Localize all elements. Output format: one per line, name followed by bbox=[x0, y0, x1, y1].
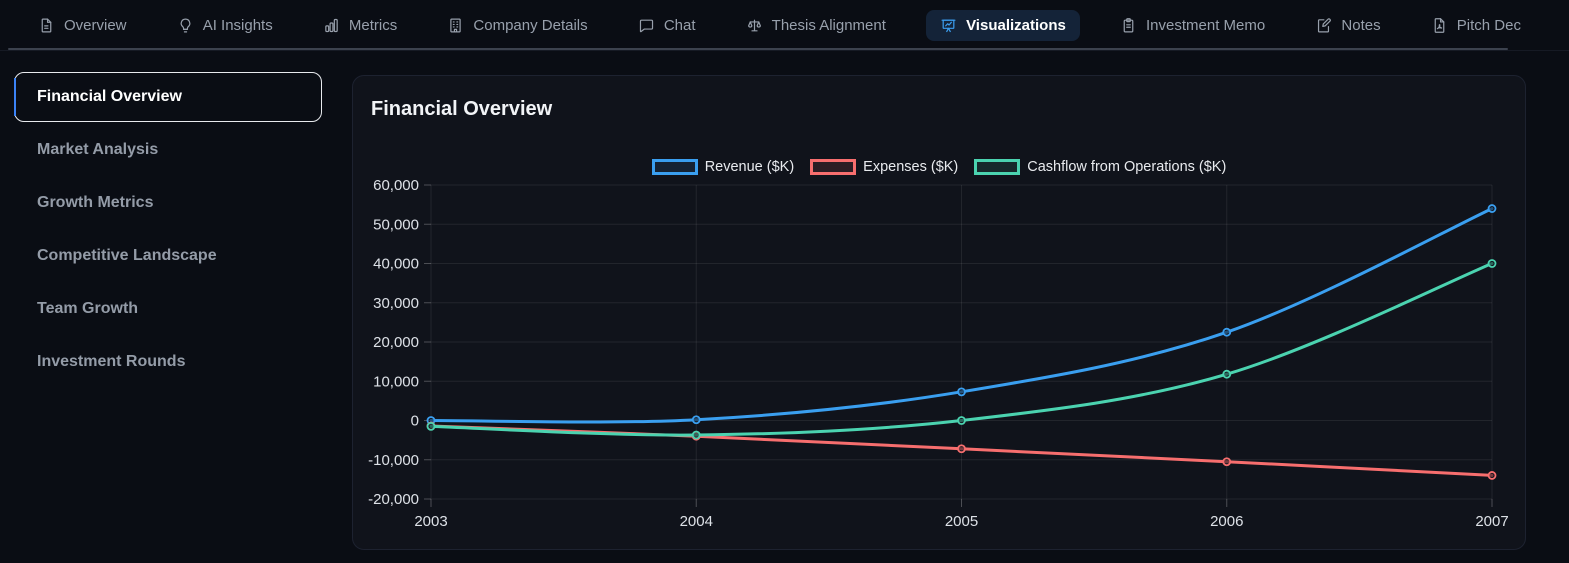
svg-text:20,000: 20,000 bbox=[373, 334, 419, 351]
data-point bbox=[691, 415, 701, 425]
tab-chat[interactable]: Chat bbox=[628, 10, 706, 41]
legend-item-expenses-k[interactable]: Expenses ($K) bbox=[810, 159, 958, 175]
legend-label: Revenue ($K) bbox=[704, 159, 795, 175]
lightbulb-icon bbox=[177, 17, 194, 34]
tab-label: Chat bbox=[663, 16, 696, 34]
sidebar-item-label: Investment Rounds bbox=[37, 353, 186, 370]
clipboard-icon bbox=[1120, 17, 1137, 34]
data-point bbox=[1222, 369, 1232, 379]
data-point bbox=[1487, 204, 1497, 213]
sidebar-item-label: Market Analysis bbox=[37, 141, 159, 158]
tab-visualizations[interactable]: Visualizations bbox=[926, 9, 1080, 41]
presentation-chart-icon bbox=[940, 17, 957, 34]
data-point bbox=[1222, 327, 1232, 337]
svg-text:-20,000: -20,000 bbox=[368, 491, 419, 508]
tab-label: Overview bbox=[64, 16, 127, 34]
tab-label: Investment Memo bbox=[1146, 16, 1266, 34]
scales-icon bbox=[746, 17, 763, 34]
tab-label: Notes bbox=[1341, 16, 1381, 34]
tab-ai-insights[interactable]: AI Insights bbox=[167, 10, 283, 41]
nav-scrollbar[interactable] bbox=[8, 48, 1508, 50]
sidebar-item-label: Competitive Landscape bbox=[37, 247, 217, 264]
svg-text:60,000: 60,000 bbox=[373, 177, 419, 194]
tab-label: Metrics bbox=[348, 16, 398, 34]
svg-text:40,000: 40,000 bbox=[373, 256, 419, 273]
sidebar-item-financial-overview[interactable]: Financial Overview bbox=[14, 72, 322, 122]
svg-text:-10,000: -10,000 bbox=[368, 452, 419, 469]
chat-bubble-icon bbox=[638, 17, 655, 34]
tab-label: Company Details bbox=[473, 16, 588, 34]
data-point bbox=[426, 421, 436, 431]
chart-legend: Revenue ($K) Expenses ($K) Cashflow from O… bbox=[353, 158, 1525, 176]
sidebar-item-competitive-landscape[interactable]: Competitive Landscape bbox=[14, 231, 322, 281]
legend-item-cashflow-from-operations-k[interactable]: Cashflow from Operations ($K) bbox=[974, 159, 1226, 175]
pdf-file-icon bbox=[1431, 17, 1448, 34]
tab-label: Pitch Dec bbox=[1456, 16, 1521, 34]
legend-swatch bbox=[974, 159, 1021, 175]
note-pencil-icon bbox=[1315, 17, 1332, 34]
tab-metrics[interactable]: Metrics bbox=[313, 10, 407, 41]
data-point bbox=[957, 444, 966, 454]
sidebar-item-label: Growth Metrics bbox=[37, 194, 154, 211]
svg-text:50,000: 50,000 bbox=[373, 216, 419, 233]
svg-text:2005: 2005 bbox=[945, 513, 978, 530]
top-nav: Overview AI Insights Metrics Company Detail… bbox=[0, 0, 1569, 51]
tab-label: AI Insights bbox=[202, 16, 273, 34]
legend-swatch bbox=[810, 159, 857, 175]
legend-item-revenue-k[interactable]: Revenue ($K) bbox=[651, 159, 795, 175]
data-point bbox=[957, 387, 966, 397]
svg-text:2004: 2004 bbox=[680, 513, 713, 530]
svg-text:10,000: 10,000 bbox=[373, 373, 419, 390]
tab-overview[interactable]: Overview bbox=[28, 10, 137, 41]
tab-pitch-dec[interactable]: Pitch Dec bbox=[1421, 10, 1531, 41]
visualization-panel: Financial Overview Revenue ($K) Expenses … bbox=[352, 75, 1526, 550]
svg-text:30,000: 30,000 bbox=[373, 295, 419, 312]
building-icon bbox=[447, 17, 464, 34]
sidebar-item-market-analysis[interactable]: Market Analysis bbox=[14, 125, 322, 175]
tab-company-details[interactable]: Company Details bbox=[437, 10, 597, 41]
sidebar-item-label: Financial Overview bbox=[37, 88, 182, 105]
legend-label: Cashflow from Operations ($K) bbox=[1027, 159, 1227, 175]
data-point bbox=[1487, 471, 1497, 480]
sidebar: Financial Overview Market Analysis Growth … bbox=[14, 72, 322, 390]
svg-text:2007: 2007 bbox=[1475, 513, 1508, 530]
bar-chart-icon bbox=[323, 17, 340, 34]
data-point bbox=[691, 430, 701, 440]
svg-text:2003: 2003 bbox=[414, 513, 447, 530]
data-point bbox=[1222, 457, 1232, 467]
tab-thesis-alignment[interactable]: Thesis Alignment bbox=[736, 10, 896, 41]
sidebar-item-team-growth[interactable]: Team Growth bbox=[14, 284, 322, 334]
financial-chart[interactable]: -20,000 -10,000 0 10,000 20,000 30,000 40,000 5… bbox=[353, 76, 1527, 551]
legend-swatch bbox=[651, 159, 698, 175]
svg-text:2006: 2006 bbox=[1210, 513, 1243, 530]
sidebar-item-label: Team Growth bbox=[37, 300, 139, 317]
selected-accent-bar bbox=[14, 78, 16, 116]
tab-label: Thesis Alignment bbox=[771, 16, 886, 34]
panel-title: Financial Overview bbox=[371, 98, 553, 120]
legend-label: Expenses ($K) bbox=[863, 159, 959, 175]
svg-text:0: 0 bbox=[411, 413, 419, 430]
sidebar-item-growth-metrics[interactable]: Growth Metrics bbox=[14, 178, 322, 228]
sidebar-item-investment-rounds[interactable]: Investment Rounds bbox=[14, 337, 322, 387]
data-point bbox=[1487, 259, 1497, 268]
tab-investment-memo[interactable]: Investment Memo bbox=[1110, 10, 1275, 41]
data-point bbox=[957, 416, 966, 425]
tab-notes[interactable]: Notes bbox=[1305, 10, 1390, 41]
tab-label: Visualizations bbox=[966, 16, 1066, 34]
document-icon bbox=[38, 17, 55, 34]
